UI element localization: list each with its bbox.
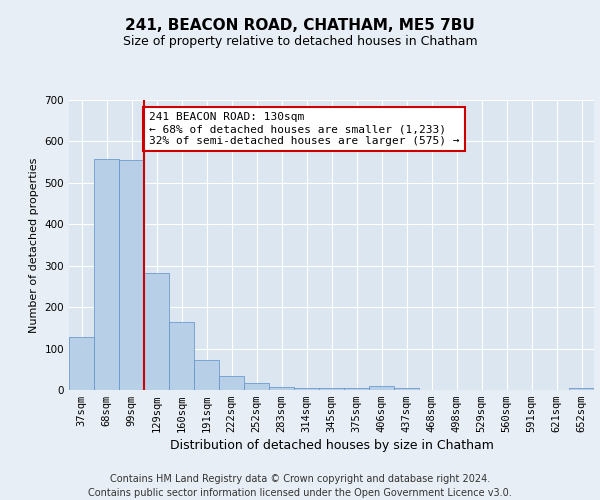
Bar	[269, 386, 294, 390]
Bar	[169, 322, 194, 390]
Text: Contains HM Land Registry data © Crown copyright and database right 2024.
Contai: Contains HM Land Registry data © Crown c…	[88, 474, 512, 498]
Bar	[219, 376, 244, 390]
Text: 241, BEACON ROAD, CHATHAM, ME5 7BU: 241, BEACON ROAD, CHATHAM, ME5 7BU	[125, 18, 475, 32]
Bar	[319, 388, 344, 390]
Bar	[94, 159, 119, 390]
Text: 241 BEACON ROAD: 130sqm
← 68% of detached houses are smaller (1,233)
32% of semi: 241 BEACON ROAD: 130sqm ← 68% of detache…	[149, 112, 460, 146]
Bar	[194, 360, 219, 390]
Bar	[69, 337, 94, 390]
Bar	[569, 388, 594, 390]
Bar	[294, 388, 319, 390]
Bar	[394, 388, 419, 390]
Text: Size of property relative to detached houses in Chatham: Size of property relative to detached ho…	[122, 35, 478, 48]
X-axis label: Distribution of detached houses by size in Chatham: Distribution of detached houses by size …	[170, 440, 493, 452]
Y-axis label: Number of detached properties: Number of detached properties	[29, 158, 39, 332]
Bar	[344, 388, 369, 390]
Bar	[244, 382, 269, 390]
Bar	[369, 386, 394, 390]
Bar	[144, 273, 169, 390]
Bar	[119, 160, 144, 390]
